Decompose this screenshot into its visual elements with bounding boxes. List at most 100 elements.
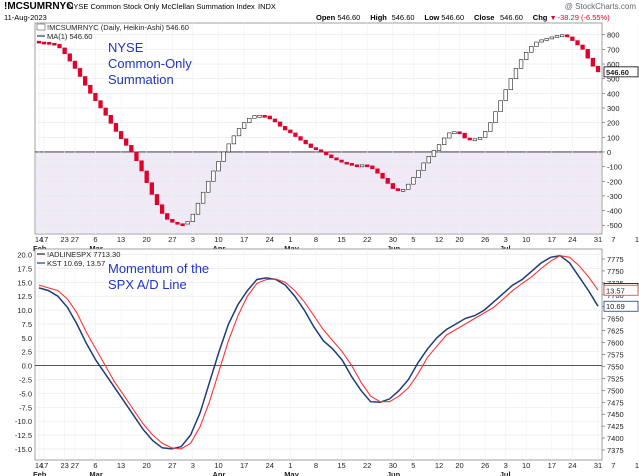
x-tick-label: 23 xyxy=(60,235,68,244)
candle-up xyxy=(195,202,201,215)
x-tick-label: 1 xyxy=(288,461,292,470)
x-tick-label: 20 xyxy=(455,461,463,470)
x-tick-label: 5 xyxy=(411,235,415,244)
candle-up xyxy=(447,132,452,139)
month-label: Feb xyxy=(33,244,47,253)
candle-down xyxy=(52,42,57,46)
y-tick-label-left: -7.5 xyxy=(19,403,32,412)
candle-down xyxy=(118,131,124,140)
candle-down xyxy=(72,60,78,69)
y-tick-label-right: 7600 xyxy=(607,339,624,348)
panel-kst-frame xyxy=(34,248,603,461)
price-legend: !MCSUMRNYC (Daily, Heikin-Ashi) 546.60 M… xyxy=(36,23,189,41)
candle-down xyxy=(149,182,154,195)
candle-up xyxy=(226,143,231,153)
ohlc-label-chg: Chg xyxy=(533,13,548,22)
y-tick-label: 100 xyxy=(607,133,620,142)
month-label: May xyxy=(284,470,299,476)
x-tick-label: 20 xyxy=(455,235,463,244)
candle-down xyxy=(375,168,380,174)
candle-down xyxy=(365,164,370,168)
x-tick-label: 27 xyxy=(168,235,176,244)
x-tick-label: 10 xyxy=(214,461,222,470)
x-tick-label: 13 xyxy=(117,461,125,470)
y-tick-label: -400 xyxy=(607,207,622,216)
y-tick-label: 300 xyxy=(607,104,620,113)
y-tick-label-right: 7625 xyxy=(607,327,624,336)
candle-down xyxy=(395,188,401,192)
y-tick-label-left: 12.5 xyxy=(17,292,32,301)
candle-up xyxy=(411,177,416,185)
candle-down xyxy=(293,132,298,137)
candle-down xyxy=(262,115,267,118)
chart-title: NYSE Common Stock Only McClellan Summati… xyxy=(68,2,255,11)
month-label: Jul xyxy=(500,244,511,253)
ohlc-readout: Open 546.60 High 546.60 Low 546.60 Close 546.60… xyxy=(316,13,610,22)
candle-up xyxy=(477,136,483,140)
series-line-signal xyxy=(38,255,599,450)
candle-down xyxy=(175,221,180,225)
watermark: @ StockCharts.com xyxy=(565,2,637,11)
candle-up xyxy=(554,35,560,38)
y-tick-label-left: 0.0 xyxy=(22,362,32,371)
y-tick-label: -300 xyxy=(607,192,622,201)
right-value-box xyxy=(603,284,639,296)
y-tick-label: 0 xyxy=(607,148,611,157)
candle-down xyxy=(329,154,334,159)
candle-up xyxy=(559,34,565,38)
candle-down xyxy=(339,159,344,163)
candle-down xyxy=(57,43,62,49)
candle-up xyxy=(257,115,262,118)
negative-zone-shading xyxy=(36,151,601,233)
x-tick-label: 24 xyxy=(568,235,576,244)
candle-up xyxy=(503,89,508,101)
candle-down xyxy=(83,76,88,86)
candle-down xyxy=(283,126,288,131)
candle-up xyxy=(190,213,195,222)
candle-down xyxy=(41,41,47,45)
candle-up xyxy=(211,170,216,182)
kst-legend: !ADLINESPX 7713.30 KST 10.69, 13.57 xyxy=(37,250,120,268)
right-value-text: 10.69 xyxy=(606,302,625,311)
exchange-label: INDX xyxy=(258,2,276,11)
candle-up xyxy=(524,52,529,60)
x-tick-label: 14 xyxy=(35,235,43,244)
x-tick-label: 10 xyxy=(214,235,222,244)
candle-down xyxy=(385,178,390,184)
date-label: 11-Aug-2023 xyxy=(4,13,47,22)
ohlc-value-close: 546.60 xyxy=(500,13,523,22)
candle-down xyxy=(103,107,108,116)
x-tick-label: 22 xyxy=(363,461,371,470)
candle-up xyxy=(241,122,247,129)
candle-up xyxy=(493,111,498,123)
x-tick-label: 20 xyxy=(143,235,151,244)
candle-up xyxy=(436,144,442,151)
y-tick-label-right: 7475 xyxy=(607,398,624,407)
x-tick-label: 6 xyxy=(93,235,97,244)
candle-up xyxy=(359,164,365,168)
x-tick-label: 17 xyxy=(40,461,48,470)
y-tick-label-right: 7525 xyxy=(607,374,624,383)
candle-down xyxy=(595,65,601,73)
ohlc-value-low: 546.60 xyxy=(441,13,464,22)
x-tick-label: 1 xyxy=(288,235,292,244)
x-tick-label: 3 xyxy=(191,235,195,244)
x-tick-label: 15 xyxy=(337,461,345,470)
x-tick-label: 17 xyxy=(548,235,556,244)
candle-down xyxy=(165,213,170,220)
y-tick-label-right: 7750 xyxy=(607,267,624,276)
x-tick-label: 24 xyxy=(266,461,274,470)
candle-down xyxy=(344,161,349,165)
y-tick-label: 800 xyxy=(607,31,620,40)
x-tick-label: 3 xyxy=(504,235,508,244)
x-tick-label: 5 xyxy=(411,461,415,470)
candle-down xyxy=(370,165,375,170)
x-tick-label: 7 xyxy=(611,461,615,470)
x-tick-label: 3 xyxy=(191,461,195,470)
x-tick-label: 7 xyxy=(611,235,615,244)
ohlc-value-chg: -38.29 (-6.55%) xyxy=(558,13,611,22)
y-tick-label: 500 xyxy=(607,75,620,84)
